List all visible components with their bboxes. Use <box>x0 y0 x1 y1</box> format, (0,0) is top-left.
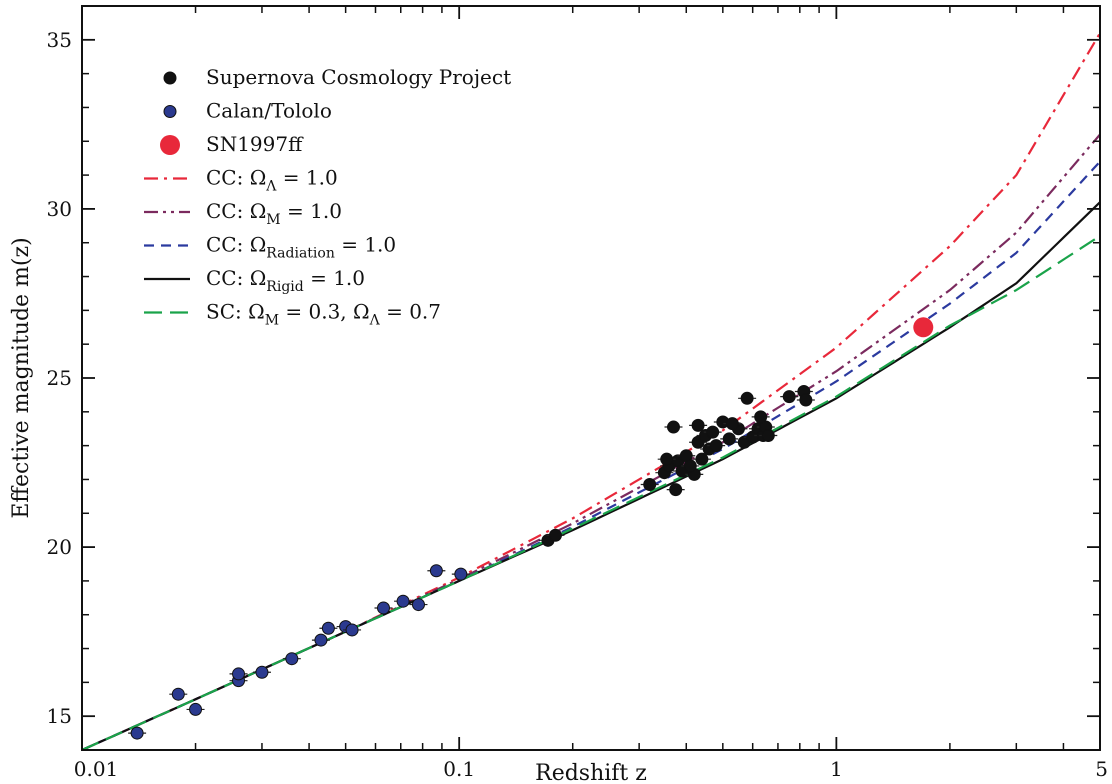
legend-subscript: M <box>266 212 280 228</box>
legend-label-7: SC: ΩM = 0.3, ΩΛ = 0.7 <box>206 300 441 329</box>
legend-label-3: CC: ΩΛ = 1.0 <box>206 166 338 195</box>
legend-text-part: = 0.7 <box>380 300 441 324</box>
plot-marks <box>81 32 1101 752</box>
y-axis-label: Effective magnitude m(z) <box>9 237 34 518</box>
legend-marker-2 <box>160 135 180 155</box>
data-point-1-10 <box>345 623 359 637</box>
data-point-0-33 <box>660 452 674 466</box>
data-point-1-8 <box>321 621 335 635</box>
y-tick-label-2: 25 <box>47 366 72 390</box>
legend-text-part: = 1.0 <box>304 266 365 290</box>
y-tick-label-1: 20 <box>47 535 72 559</box>
data-point-0-6 <box>669 483 683 497</box>
data-point-0-15 <box>709 439 723 453</box>
data-point-0-2 <box>643 478 657 492</box>
data-point-1-6 <box>285 652 299 666</box>
data-point-0-12 <box>695 452 709 466</box>
legend-subscript: Radiation <box>266 246 335 262</box>
legend-label-6: CC: ΩRigid = 1.0 <box>206 266 365 295</box>
data-point-0-1 <box>548 528 562 542</box>
y-tick-label-0: 15 <box>47 704 72 728</box>
data-point-1-14 <box>429 564 443 578</box>
legend-marker-0 <box>163 71 177 85</box>
x-tick-label-1: 0.1 <box>443 757 475 781</box>
legend-label-2: SN1997ff <box>206 132 304 156</box>
legend: Supernova Cosmology Project Calan/Tololo S… <box>144 65 511 329</box>
data-point-0-26 <box>782 390 796 404</box>
data-point-1-15 <box>454 567 468 581</box>
legend-text-part: CC: Ω <box>206 199 266 223</box>
legend-text-part: = 1.0 <box>335 233 396 257</box>
data-point-2-0 <box>913 317 934 338</box>
legend-text-part: CC: Ω <box>206 166 266 190</box>
data-point-1-4 <box>232 667 246 681</box>
legend-text-part: = 1.0 <box>276 166 337 190</box>
data-point-1-12 <box>396 594 410 608</box>
legend-marker-1 <box>163 105 177 118</box>
data-point-0-28 <box>799 393 813 407</box>
data-point-0-20 <box>740 391 754 405</box>
x-tick-label-0: 0.01 <box>74 757 119 781</box>
data-point-1-2 <box>189 702 203 716</box>
data-point-1-7 <box>314 633 328 647</box>
x-axis-label: Redshift z <box>535 761 647 784</box>
legend-label-5: CC: ΩRadiation = 1.0 <box>206 233 396 262</box>
legend-label-0: Supernova Cosmology Project <box>206 65 511 89</box>
data-point-0-32 <box>754 410 768 424</box>
y-axis: 15 20 25 30 35 <box>47 5 1100 751</box>
data-point-1-11 <box>376 601 390 615</box>
data-point-1-13 <box>411 598 425 612</box>
legend-subscript: Λ <box>265 179 277 195</box>
x-axis: 0.01 0.1 1 5 <box>74 6 1108 781</box>
legend-subscript: Λ <box>369 313 381 329</box>
legend-subscript: Rigid <box>266 279 303 295</box>
legend-text-part: CC: Ω <box>206 266 266 290</box>
data-point-0-17 <box>722 432 736 446</box>
legend-text-part: SC: Ω <box>206 300 265 324</box>
curve-1 <box>81 133 1101 752</box>
legend-label-1: Calan/Tololo <box>206 99 332 123</box>
data-point-0-5 <box>666 420 680 434</box>
data-point-1-1 <box>171 687 185 701</box>
data-point-0-31 <box>725 417 739 431</box>
data-point-1-5 <box>255 665 269 679</box>
data-point-0-29 <box>683 459 697 473</box>
curve-4 <box>81 235 1101 752</box>
curve-3 <box>81 201 1101 752</box>
y-tick-label-4: 35 <box>47 28 72 52</box>
x-tick-label-3: 5 <box>1095 757 1108 781</box>
legend-text-part: CC: Ω <box>206 233 266 257</box>
x-tick-label-2: 1 <box>830 757 843 781</box>
legend-text-part: = 1.0 <box>281 199 342 223</box>
y-tick-label-3: 30 <box>47 197 72 221</box>
data-point-0-30 <box>706 425 720 439</box>
legend-subscript: M <box>265 313 279 329</box>
legend-label-4: CC: ΩM = 1.0 <box>206 199 342 228</box>
data-point-0-34 <box>691 418 705 432</box>
data-point-0-25 <box>761 428 775 442</box>
data-point-1-0 <box>130 726 144 740</box>
legend-text-part: = 0.3, Ω <box>279 300 370 324</box>
